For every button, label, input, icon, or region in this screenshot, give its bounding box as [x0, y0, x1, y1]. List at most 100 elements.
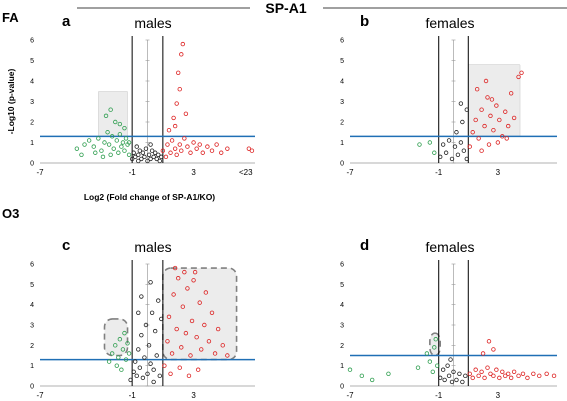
x-tick-label-a-3: <23: [239, 168, 253, 177]
y-tick-label-b-5: 5: [340, 58, 344, 65]
point-a-1-18: [157, 158, 162, 164]
point-b-0-0: [417, 142, 422, 147]
point-a-1-14: [151, 154, 156, 160]
point-c-2-3: [169, 351, 175, 356]
point-a-0-3: [91, 144, 96, 149]
point-a-0-20: [126, 152, 132, 157]
panel-letter-c: c: [62, 237, 70, 254]
point-a-1-9: [143, 146, 149, 151]
point-a-0-12: [116, 150, 121, 155]
point-b-2-24: [504, 136, 509, 141]
point-b-1-11: [460, 119, 465, 125]
point-c-2-23: [220, 343, 225, 348]
x-tick-label-a-0: -7: [36, 168, 44, 177]
point-a-2-16: [205, 144, 210, 149]
point-b-1-1: [440, 142, 446, 147]
point-c-1-8: [142, 355, 147, 360]
x-tick-label-b-2: 3: [496, 168, 501, 177]
point-b-2-5: [482, 123, 487, 129]
panel-letter-a: a: [62, 13, 71, 30]
point-a-2-21: [166, 127, 172, 133]
point-c-1-14: [151, 367, 156, 372]
point-d-2-11: [500, 369, 505, 374]
point-a-1-21: [148, 142, 153, 147]
point-b-2-2: [473, 117, 478, 123]
point-c-2-17: [202, 322, 207, 328]
point-c-2-27: [186, 373, 192, 379]
point-b-1-13: [458, 101, 464, 106]
point-c-2-15: [197, 300, 202, 305]
point-a-2-30: [246, 146, 252, 151]
point-c-1-18: [157, 373, 162, 379]
x-tick-label-a-1: -1: [129, 168, 137, 177]
point-b-2-6: [485, 95, 490, 100]
point-d-2-9: [494, 367, 499, 372]
point-d-2-2: [473, 367, 478, 372]
point-a-2-5: [172, 146, 178, 151]
point-c-2-8: [180, 304, 186, 309]
point-d-2-20: [537, 373, 542, 379]
point-c-2-12: [189, 318, 195, 324]
point-a-2-15: [200, 150, 205, 155]
point-d-1-6: [451, 369, 456, 374]
point-d-0-4: [415, 365, 421, 370]
point-d-2-15: [511, 369, 517, 374]
y-tick-label-a-1: 1: [30, 140, 34, 147]
point-c-0-9: [126, 351, 132, 356]
point-d-2-16: [516, 373, 521, 379]
point-a-0-11: [114, 138, 119, 143]
point-c-0-8: [125, 341, 130, 346]
point-c-0-0: [106, 359, 112, 364]
point-d-2-0: [467, 371, 472, 376]
y-tick-label-a-2: 2: [30, 120, 34, 127]
point-b-1-0: [437, 154, 443, 160]
point-c-2-31: [191, 278, 196, 283]
panel-c: c males 0 1 2 3 4 5 6 -7 -1 3: [30, 237, 255, 400]
y-tick-label-c-5: 5: [30, 282, 34, 289]
point-c-2-28: [195, 367, 201, 372]
point-d-2-6: [485, 365, 490, 370]
point-c-2-22: [215, 326, 221, 332]
point-d-2-7: [488, 371, 493, 376]
point-c-1-5: [137, 365, 143, 370]
point-c-1-2: [133, 359, 138, 364]
point-c-2-26: [177, 365, 182, 370]
point-c-1-21: [148, 280, 153, 285]
point-a-1-11: [146, 152, 152, 157]
point-d-0-5: [424, 351, 430, 356]
point-a-2-18: [214, 142, 219, 147]
point-a-1-7: [140, 150, 146, 155]
point-c-2-0: [162, 363, 167, 368]
point-b-2-11: [500, 134, 505, 139]
point-c-0-7: [123, 357, 129, 362]
point-a-1-19: [159, 154, 164, 160]
point-c-1-19: [159, 316, 164, 322]
x-tick-label-c-0: -7: [36, 391, 44, 400]
point-a-2-20: [225, 146, 230, 151]
point-a-0-7: [105, 130, 110, 135]
point-c-1-22: [136, 310, 141, 315]
point-a-0-14: [119, 144, 124, 149]
point-a-1-8: [142, 154, 147, 160]
point-c-0-1: [109, 351, 115, 356]
row-label-fa: FA: [2, 10, 19, 25]
panel-letter-b: b: [360, 13, 369, 30]
y-tick-label-b-4: 4: [340, 79, 344, 86]
point-b-2-18: [489, 97, 495, 102]
point-b-2-15: [511, 115, 517, 121]
panel-d: d females 0 1 2 3 4 5 6 -7 -1 3: [340, 237, 557, 400]
y-tick-label-c-0: 0: [30, 384, 34, 391]
point-a-0-13: [117, 132, 123, 137]
point-d-2-24: [486, 339, 492, 344]
point-a-2-29: [183, 111, 189, 116]
point-c-1-4: [136, 347, 141, 352]
point-a-0-28: [108, 152, 113, 157]
panel-b: b females 0 1 2 3 4 5 6 -7 -1 3: [340, 13, 557, 177]
x-tick-label-a-2: 3: [191, 168, 196, 177]
point-c-1-0: [128, 377, 133, 383]
shaded-region-c-1: [162, 267, 238, 361]
point-b-2-23: [486, 142, 492, 147]
point-a-1-3: [134, 144, 139, 149]
point-b-2-14: [508, 91, 514, 96]
point-c-0-10: [114, 363, 119, 368]
